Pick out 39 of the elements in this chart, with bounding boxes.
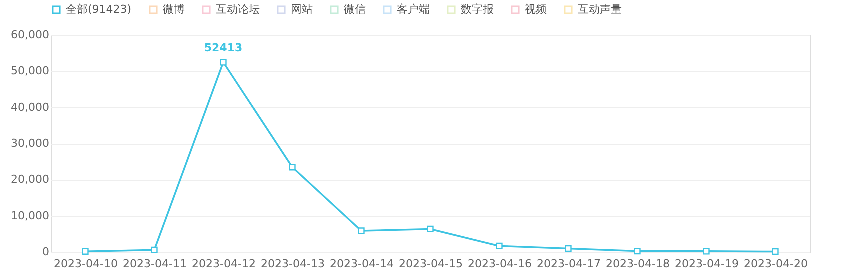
y-tick-label: 0	[42, 246, 50, 258]
point	[82, 248, 89, 255]
legend-label: 微博	[163, 2, 185, 16]
point	[634, 248, 641, 255]
legend-label: 视频	[525, 2, 547, 16]
point	[427, 226, 434, 233]
y-tick-label: 50,000	[11, 64, 50, 78]
point	[289, 164, 296, 171]
legend-label: 微信	[344, 2, 366, 16]
x-tick-label: 2023-04-15	[399, 258, 463, 270]
x-tick-label: 2023-04-16	[468, 258, 532, 270]
x-tick-label: 2023-04-17	[537, 258, 601, 270]
x-tick-label: 2023-04-20	[744, 258, 808, 270]
legend-label: 数字报	[461, 2, 494, 16]
legend-label: 互动声量	[578, 2, 622, 16]
point	[220, 59, 227, 66]
x-tick-label: 2023-04-11	[123, 258, 187, 270]
annotation: 52413	[204, 41, 243, 54]
x-tick-label: 2023-04-14	[330, 258, 394, 270]
x-tick-label: 2023-04-19	[675, 258, 739, 270]
legend-label: 互动论坛	[216, 2, 260, 16]
x-tick-label: 2023-04-13	[261, 258, 325, 270]
point	[565, 245, 572, 252]
point	[496, 242, 503, 250]
x-tick-label: 2023-04-18	[606, 258, 670, 270]
x-tick-label: 2023-04-12	[192, 258, 256, 270]
point	[151, 246, 158, 254]
legend-label: 全部(91423)	[66, 2, 132, 16]
x-tick-label: 2023-04-10	[54, 258, 118, 270]
y-tick-label: 10,000	[11, 209, 50, 222]
y-tick-label: 20,000	[11, 173, 50, 186]
y-tick-label: 40,000	[11, 100, 50, 114]
legend-label: 客户端	[397, 2, 430, 16]
legend-label: 网站	[291, 2, 313, 16]
point	[703, 248, 710, 255]
point	[358, 228, 365, 234]
y-tick-label: 30,000	[11, 137, 50, 150]
y-tick-label: 60,000	[11, 28, 50, 42]
point	[772, 248, 779, 256]
